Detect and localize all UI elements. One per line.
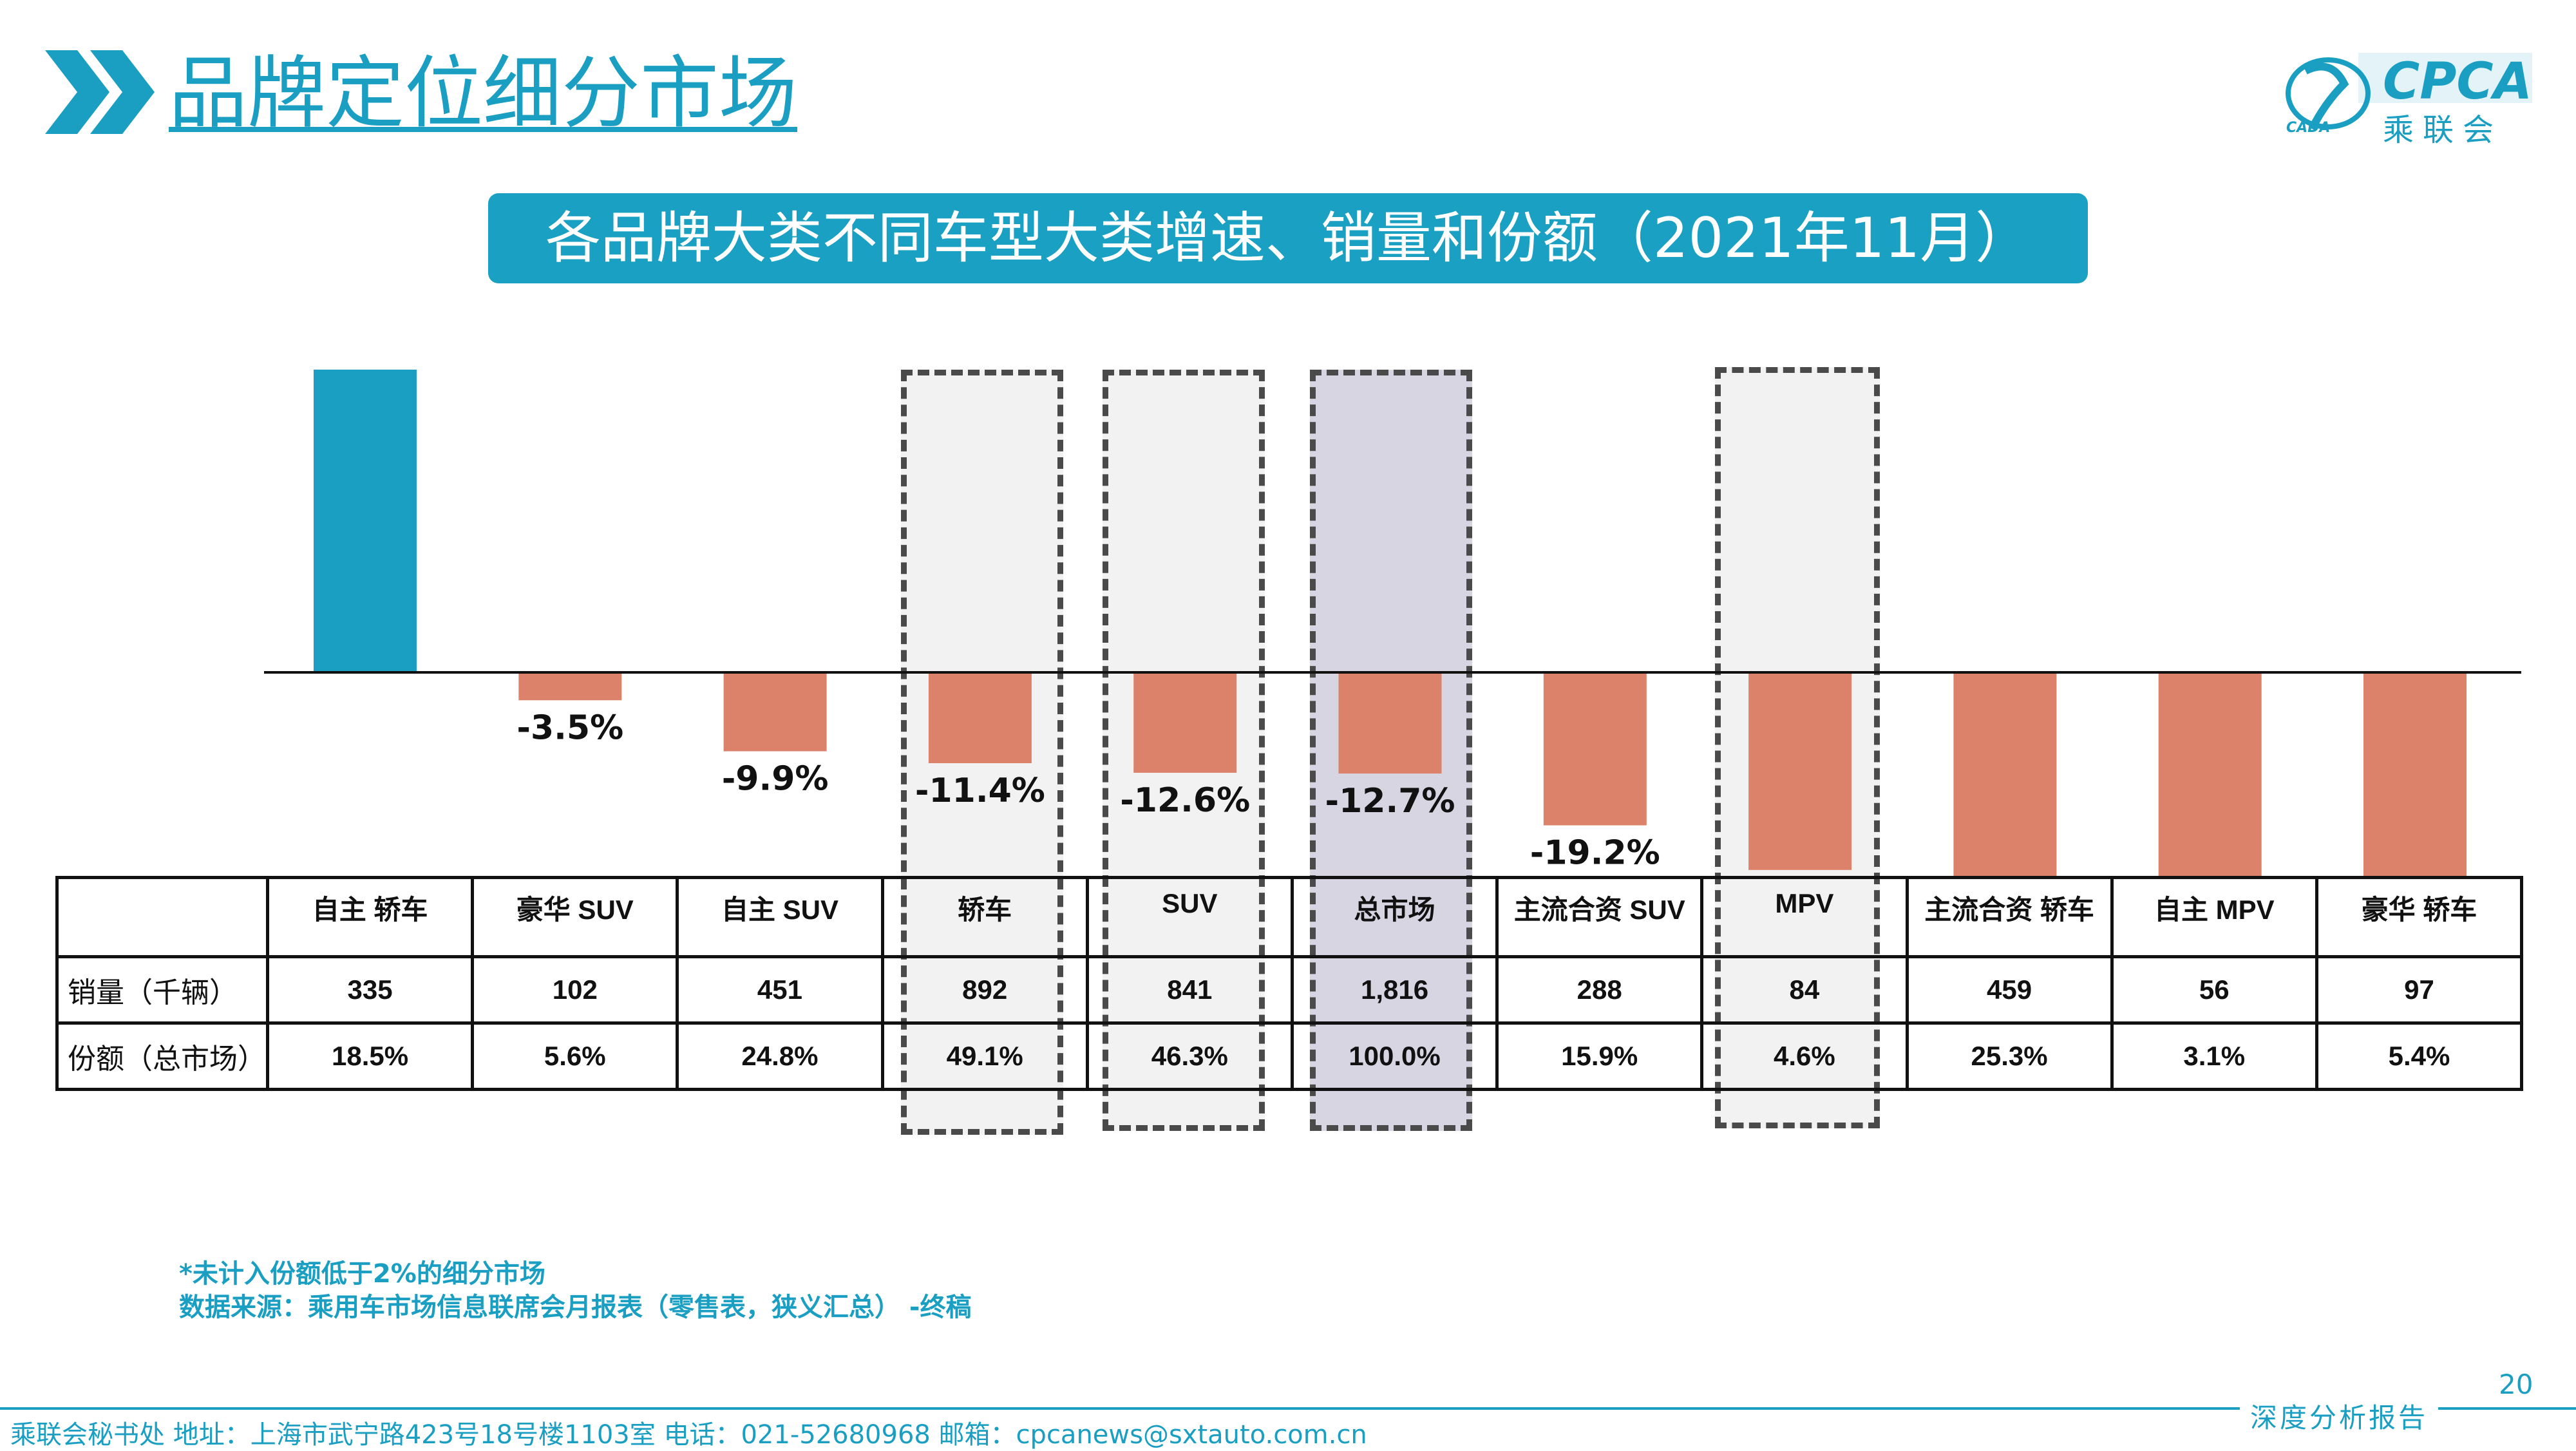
table-cell: 15.9% [1495, 1021, 1704, 1091]
table-cell: 46.3% [1085, 1021, 1294, 1091]
column-header: 豪华 轿车 [2315, 876, 2524, 958]
bar [518, 672, 622, 701]
bar [928, 672, 1032, 763]
bar [1543, 672, 1647, 826]
column-header: 自主 SUV [676, 876, 884, 958]
bar-value-label: -9.9% [722, 760, 829, 799]
table-row: 份额（总市场） 18.5% 5.6% 24.8% 49.1% 46.3% 100.0% 15.… [55, 1021, 2524, 1091]
column-header: 主流合资 轿车 [1905, 876, 2114, 958]
bar-value-label: -19.2% [1530, 834, 1660, 873]
table-cell: 24.8% [676, 1021, 884, 1091]
bar [314, 369, 417, 672]
table-cell: 97 [2315, 955, 2524, 1025]
footnote: *未计入份额低于2%的细分市场 [179, 1259, 545, 1289]
column-header [55, 876, 269, 958]
table-cell: 288 [1495, 955, 1704, 1025]
bar [2363, 672, 2467, 876]
table-cell: 459 [1905, 955, 2114, 1025]
table-cell: 102 [471, 955, 679, 1025]
column-header: 总市场 [1290, 876, 1499, 958]
column-header: 轿车 [880, 876, 1089, 958]
table-cell: 100.0% [1290, 1021, 1499, 1091]
table-cell: 841 [1085, 955, 1294, 1025]
chart-title: 各品牌大类不同车型大类增速、销量和份额（2021年11月） [545, 206, 2031, 270]
chart-banner [488, 193, 2088, 283]
table-cell: 25.3% [1905, 1021, 2114, 1091]
logo-text: CPCA [2383, 53, 2533, 111]
bar [1133, 672, 1237, 773]
table-cell: 18.5% [265, 1021, 475, 1091]
bar [723, 672, 827, 752]
table-row: 销量（千辆） 335 102 451 892 841 1,816 288 84 459 56 97 [55, 955, 2524, 1025]
footer-contact: 乘联会秘书处 地址：上海市武宁路423号18号楼1103室 电话：021-526… [10, 1420, 1367, 1450]
table-cell: 84 [1700, 955, 1909, 1025]
footer-report-label: 深度分析报告 [2240, 1396, 2439, 1436]
table-cell: 49.1% [880, 1021, 1089, 1091]
column-header: 自主 轿车 [265, 876, 475, 958]
bar [1748, 672, 1852, 870]
page-title: 品牌定位细分市场 [169, 48, 797, 139]
bar-value-label: 38.0% [307, 361, 423, 364]
table-cell: 451 [676, 955, 884, 1025]
table-cell: 3.1% [2110, 1021, 2318, 1091]
bar-value-label: -3.5% [516, 708, 623, 747]
cpca-logo [2286, 53, 2532, 131]
table-cell: 5.4% [2315, 1021, 2524, 1091]
footer-divider [0, 1407, 2576, 1410]
bar [2158, 672, 2262, 876]
data-source-note: 数据来源：乘用车市场信息联席会月报表（零售表，狭义汇总） -终稿 [179, 1293, 972, 1322]
bar-value-label: -12.6% [1120, 781, 1250, 820]
column-header: 主流合资 SUV [1495, 876, 1704, 958]
chevron-double-icon [45, 50, 155, 134]
table-cell: 56 [2110, 955, 2318, 1025]
table-cell: 1,816 [1290, 955, 1499, 1025]
logo-sub: CADA [2286, 120, 2331, 136]
table-header-row: 自主 轿车 豪华 SUV 自主 SUV 轿车 SUV 总市场 主流合资 SUV MPV 主流合资… [55, 876, 2524, 958]
table-cell: 892 [880, 955, 1089, 1025]
bar [1338, 672, 1442, 774]
column-header: 自主 MPV [2110, 876, 2318, 958]
bar-value-label: -11.4% [915, 772, 1045, 810]
bar [1953, 672, 2057, 876]
bar-value-label: -12.7% [1325, 782, 1455, 820]
table-cell: 4.6% [1700, 1021, 1909, 1091]
column-header: SUV [1085, 876, 1294, 958]
data-table: 自主 轿车 豪华 SUV 自主 SUV 轿车 SUV 总市场 主流合资 SUV MPV 主流合资… [55, 876, 2524, 1091]
row-label: 销量（千辆） [55, 955, 269, 1025]
page-number: 20 [2499, 1369, 2533, 1400]
growth-bar-chart: 38.0%-3.5%-9.9%-11.4%-12.6%-12.7%-19.2%-… [264, 361, 2521, 876]
row-label: 份额（总市场） [55, 1021, 269, 1091]
table-cell: 335 [265, 955, 475, 1025]
column-header: 豪华 SUV [471, 876, 679, 958]
table-cell: 5.6% [471, 1021, 679, 1091]
logo-subtitle: 乘联会 [2383, 112, 2503, 148]
column-header: MPV [1700, 876, 1909, 958]
